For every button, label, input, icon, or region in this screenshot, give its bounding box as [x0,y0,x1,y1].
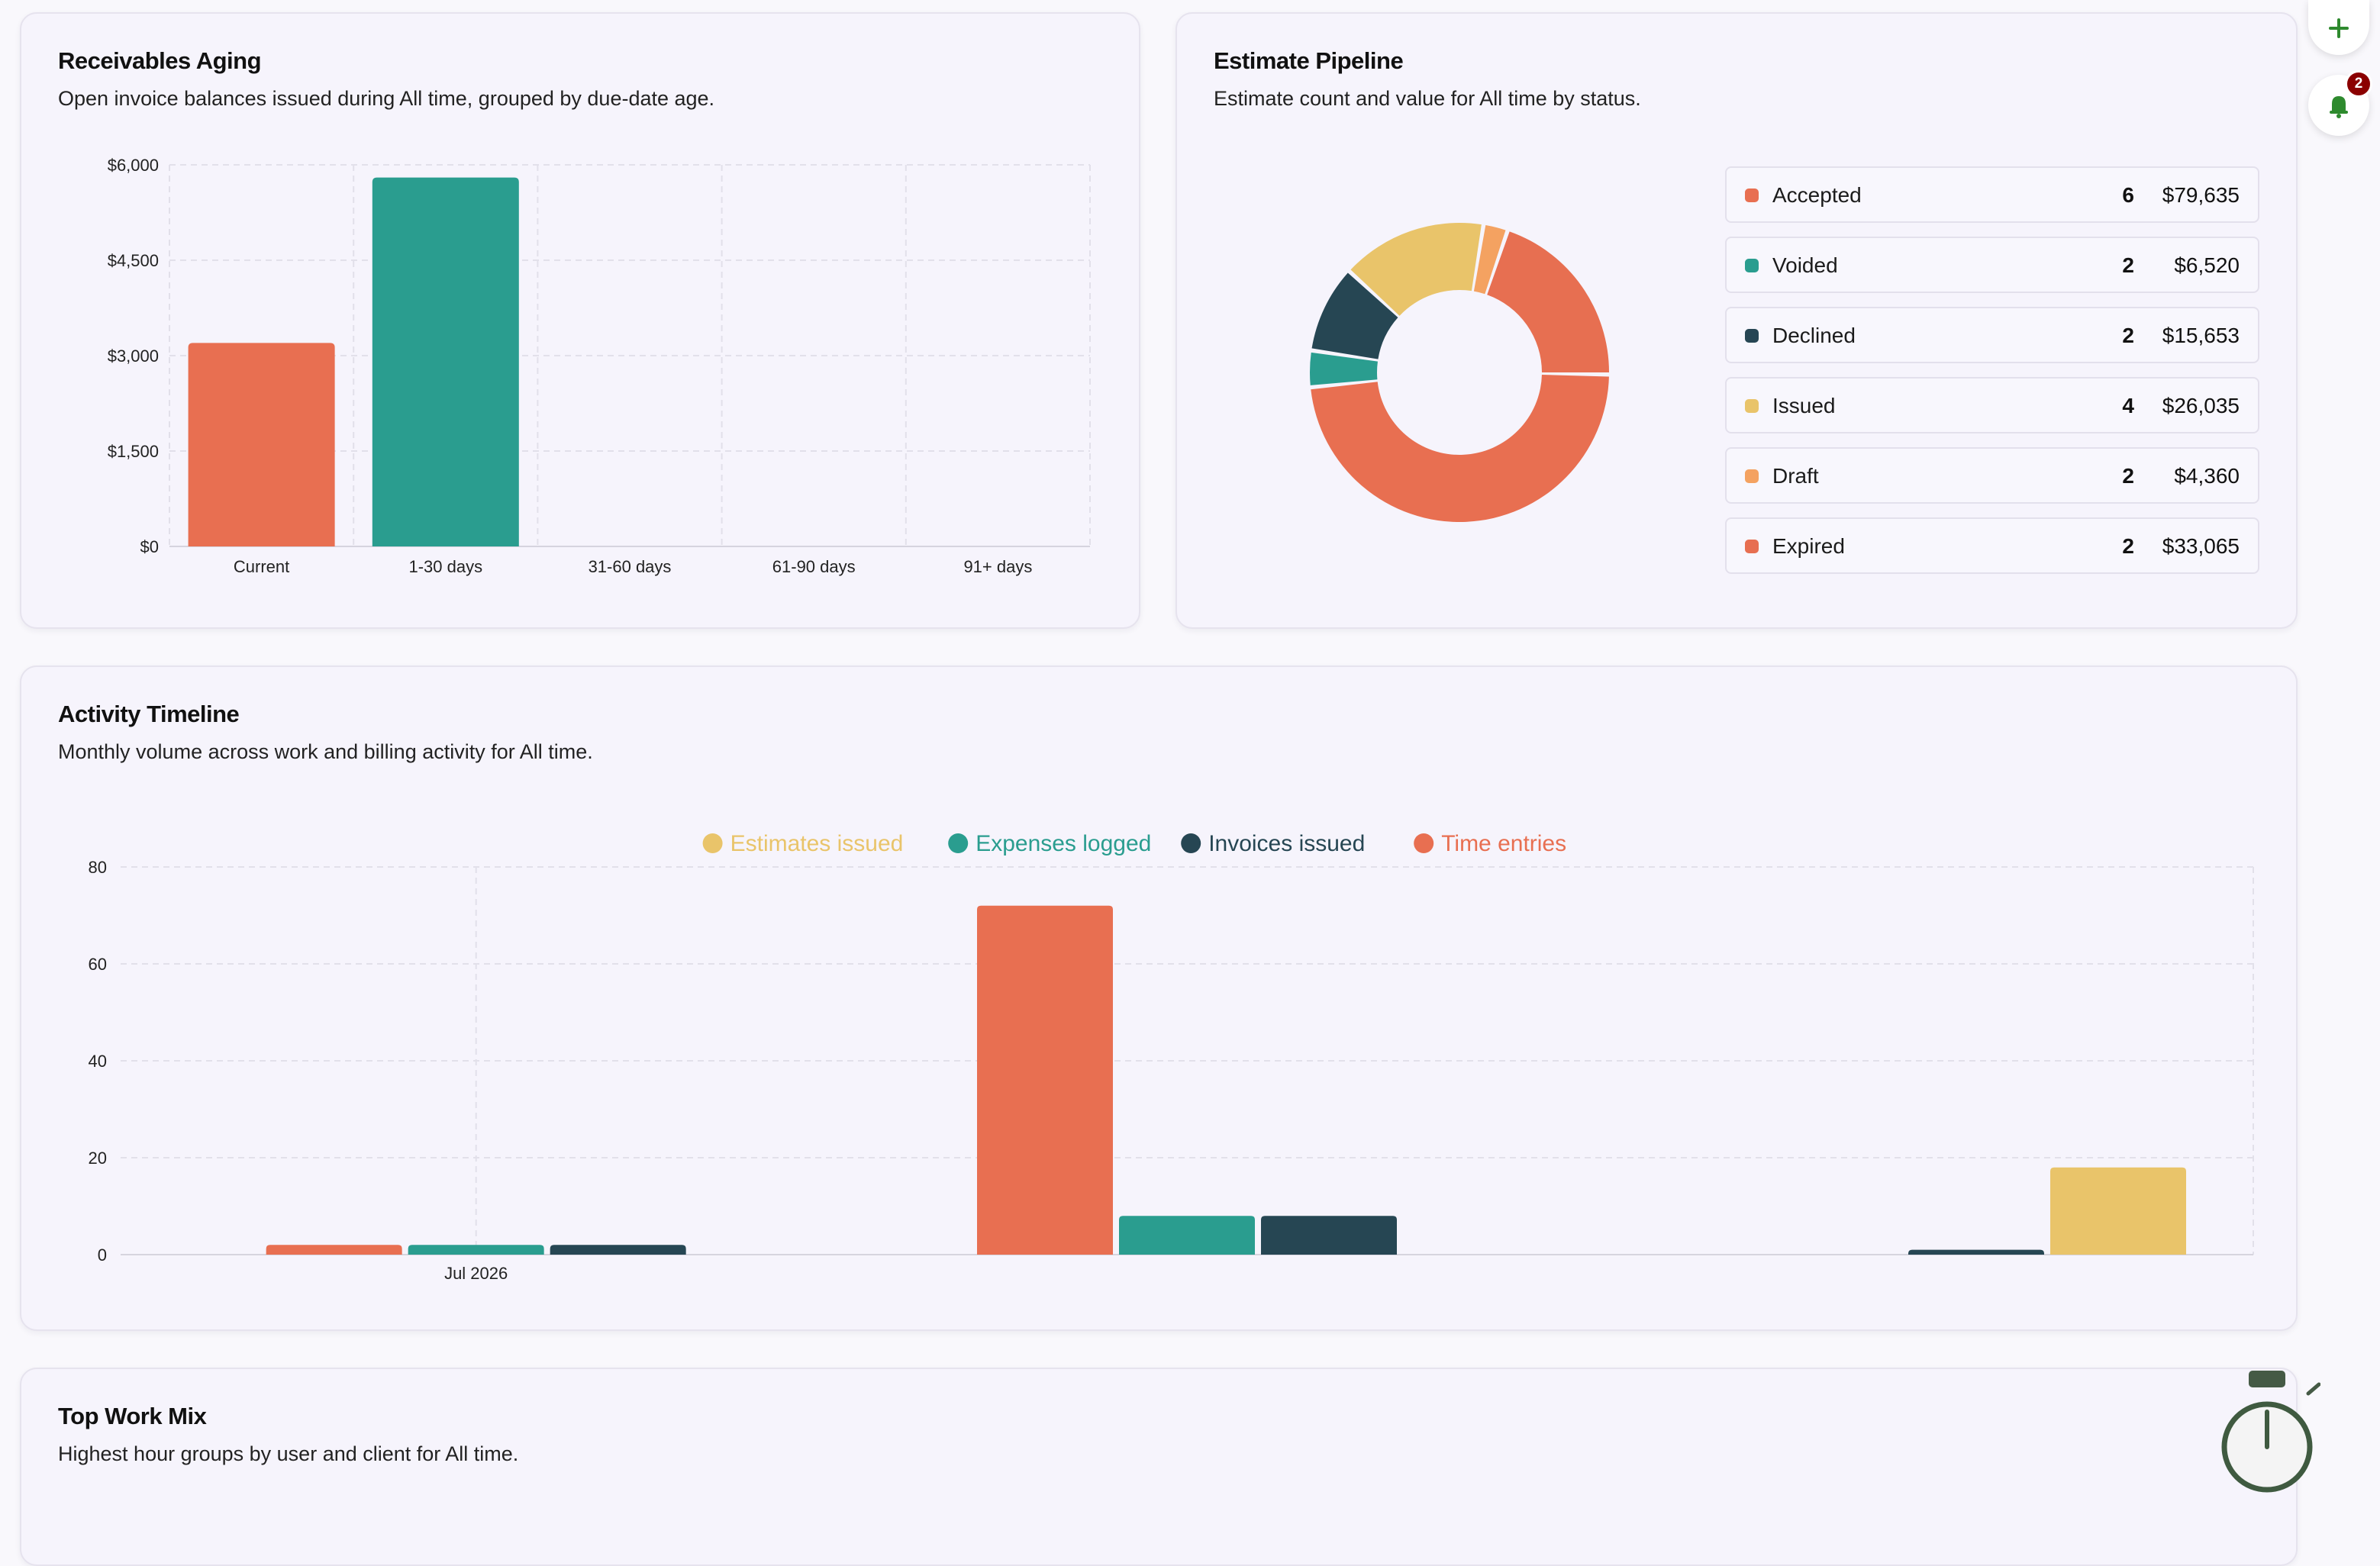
bar-current[interactable] [188,343,335,546]
donut-slice-draft[interactable] [1473,225,1506,295]
legend-value: $33,065 [2162,534,2240,558]
bar-expenses-logged[interactable] [408,1245,544,1255]
legend-item-expired[interactable]: Expired 2 $33,065 [1725,517,2259,574]
legend-count: 6 [2122,183,2134,207]
bar-expenses-logged[interactable] [1119,1216,1255,1255]
notification-count: 2 [2354,76,2363,92]
y-tick-label: $6,000 [108,156,159,175]
pipeline-subtitle: Estimate count and value for All time by… [1214,87,1641,110]
x-tick-label: Current [234,557,289,576]
x-tick-label: 91+ days [963,557,1032,576]
donut-slice-declined[interactable] [1311,272,1398,359]
legend-label: Expired [1772,534,1845,558]
y-tick-label: 0 [98,1245,107,1265]
receivables-subtitle: Open invoice balances issued during All … [58,87,715,110]
legend-label: Voided [1772,253,1838,277]
bar-1-30-days[interactable] [372,177,519,546]
legend-dot-accepted [1745,188,1759,202]
legend-marker [702,833,723,853]
legend-count: 2 [2122,464,2134,488]
timer-widget[interactable] [2214,1363,2320,1508]
y-tick-label: $1,500 [108,442,159,461]
legend-label: Issued [1772,394,1836,417]
legend-dot-declined [1745,329,1759,343]
legend-item-estimates-issued[interactable]: Estimates issued [702,831,904,856]
legend-text: Estimates issued [730,831,904,856]
legend-dot-issued [1745,399,1759,413]
timeline-title: Activity Timeline [58,701,240,727]
workmix-subtitle: Highest hour groups by user and client f… [58,1442,519,1465]
workmix-title: Top Work Mix [58,1403,207,1429]
y-tick-label: $3,000 [108,346,159,366]
add-button[interactable] [2308,0,2369,55]
x-tick-label: 61-90 days [772,557,856,576]
legend-item-accepted[interactable]: Accepted 6 $79,635 [1725,166,2259,223]
legend-item-declined[interactable]: Declined 2 $15,653 [1725,307,2259,363]
legend-value: $15,653 [2162,324,2240,347]
receivables-aging-chart: $0 $1,500 $3,000 $4,500 $6,000 Current 1-30 da… [108,156,1091,576]
y-tick-label: 40 [89,1052,107,1071]
bar-estimates-issued[interactable] [2050,1167,2186,1255]
pipeline-title: Estimate Pipeline [1214,47,1404,74]
legend-value: $26,035 [2162,394,2240,417]
donut-slice-issued[interactable] [1350,223,1482,316]
legend-marker [1181,833,1201,853]
legend-count: 2 [2122,324,2134,347]
notification-badge: 2 [2345,70,2372,98]
bar-invoices-issued[interactable] [1908,1249,2044,1255]
x-tick-label: 1-30 days [408,557,482,576]
legend-dot-draft [1745,469,1759,483]
pipeline-legend: Accepted 6 $79,635 Voided 2 $6,520 Decli… [1725,166,2259,594]
bar-invoices-issued[interactable] [550,1245,686,1255]
top-work-mix-card: Top Work Mix Highest hour groups by user… [20,1368,2298,1566]
legend-count: 2 [2122,253,2134,277]
legend-dot-expired [1745,540,1759,553]
legend-value: $6,520 [2174,253,2240,277]
activity-timeline-card: Activity Timeline Monthly volume across … [20,665,2298,1331]
legend-dot-voided [1745,259,1759,272]
legend-count: 4 [2122,394,2134,417]
legend-text: Invoices issued [1208,831,1365,856]
legend-text: Expenses logged [976,831,1151,856]
legend-label: Declined [1772,324,1856,347]
donut-slice-voided[interactable] [1310,352,1378,385]
stopwatch-icon [2221,1371,2320,1493]
legend-value: $4,360 [2174,464,2240,488]
legend-item-issued[interactable]: Issued 4 $26,035 [1725,377,2259,433]
estimate-donut-chart [1310,223,1609,522]
legend-label: Draft [1772,464,1819,488]
y-tick-label: $4,500 [108,251,159,270]
plus-icon [2329,18,2349,38]
y-tick-label: 20 [89,1149,107,1168]
y-tick-label: 80 [89,858,107,877]
estimate-pipeline-card: Estimate Pipeline Estimate count and val… [1175,12,2298,629]
donut-slice-expired[interactable] [1487,231,1609,372]
timeline-subtitle: Monthly volume across work and billing a… [58,740,593,763]
donut-slice-accepted[interactable] [1311,375,1609,522]
y-tick-label: $0 [140,537,159,556]
legend-item-invoices-issued[interactable]: Invoices issued [1181,831,1365,856]
legend-item-time-entries[interactable]: Time entries [1414,831,1566,856]
receivables-aging-card: Receivables Aging Open invoice balances … [20,12,1140,629]
bar-invoices-issued[interactable] [1261,1216,1397,1255]
x-tick-label: 31-60 days [589,557,672,576]
bell-icon [2330,96,2348,118]
legend-count: 2 [2122,534,2134,558]
bar-time-entries[interactable] [977,905,1113,1255]
x-tick-label: Jul 2026 [444,1264,508,1283]
legend-marker [948,833,969,853]
receivables-title: Receivables Aging [58,47,262,74]
legend-label: Accepted [1772,183,1862,207]
legend-item-draft[interactable]: Draft 2 $4,360 [1725,447,2259,504]
legend-text: Time entries [1441,831,1566,856]
legend-item-voided[interactable]: Voided 2 $6,520 [1725,237,2259,293]
legend-value: $79,635 [2162,183,2240,207]
timeline-legend: Estimates issued Expenses logged Invoices … [702,831,1566,856]
legend-marker [1414,833,1434,853]
activity-timeline-chart: 0 20 40 60 80 Estimates issued Expenses logged… [89,831,2254,1283]
y-tick-label: 60 [89,955,107,974]
legend-item-expenses-logged[interactable]: Expenses logged [948,831,1151,856]
bar-time-entries[interactable] [266,1245,402,1255]
